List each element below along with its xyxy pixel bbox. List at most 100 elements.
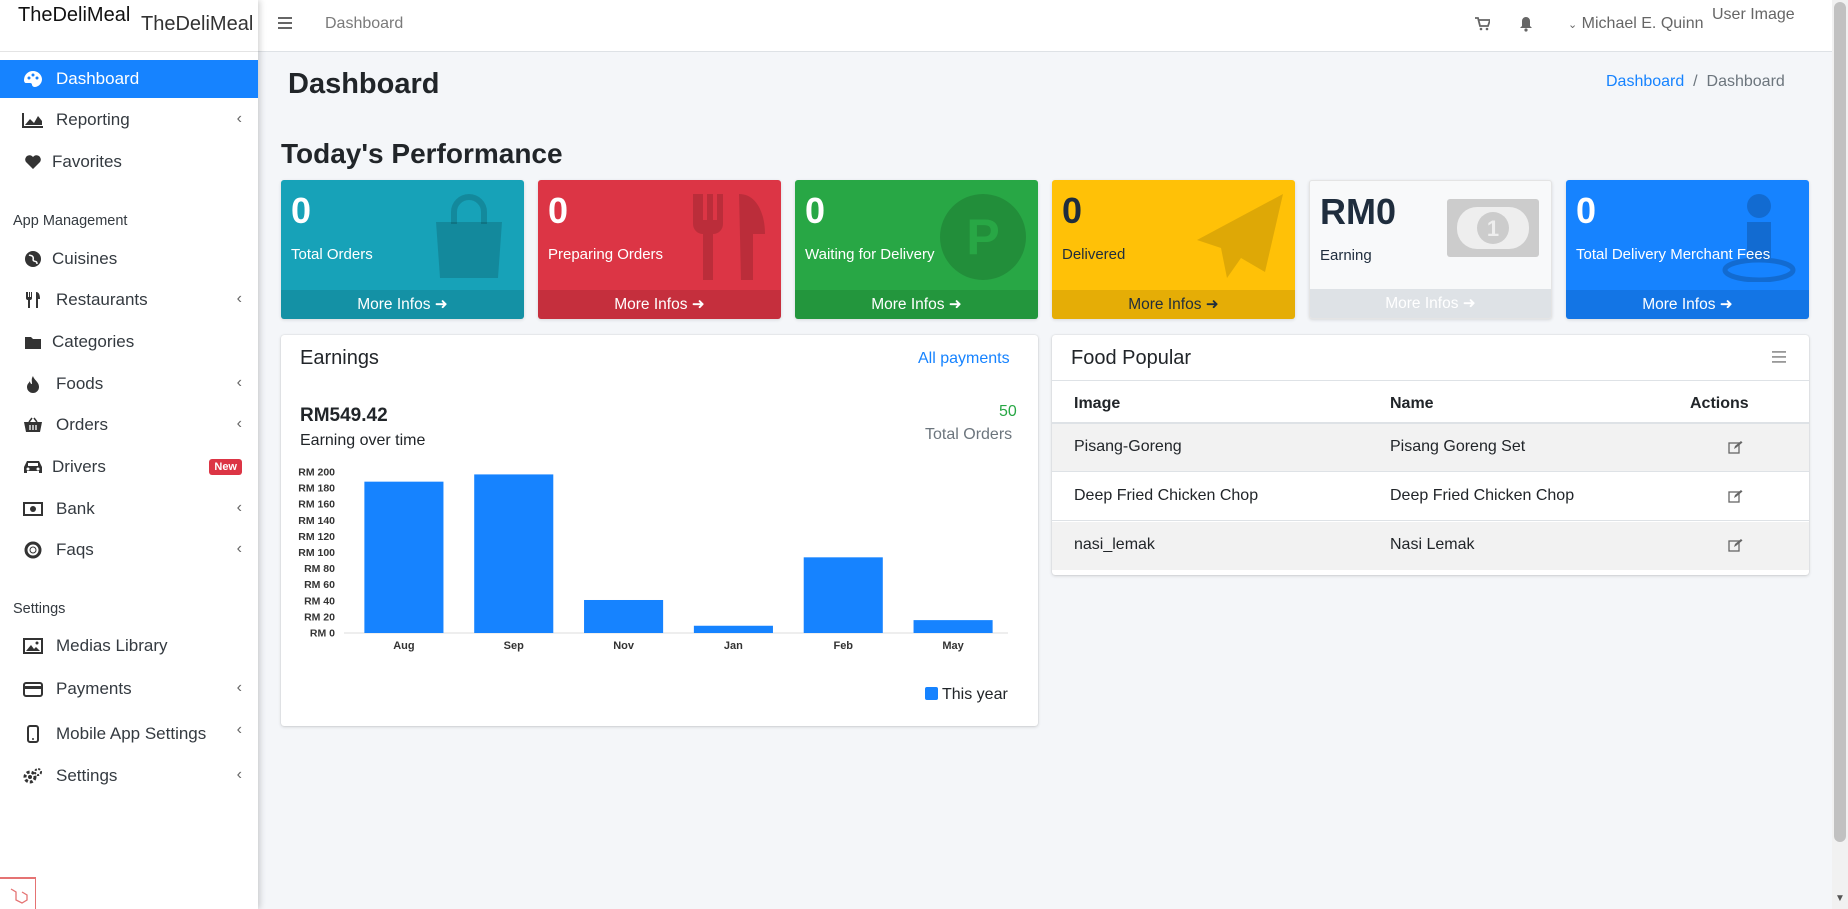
sidebar-item-faqs[interactable]: Faqs ‹ (0, 531, 258, 569)
shopping-bag-icon (424, 192, 514, 287)
user-name: Michael E. Quinn (1581, 15, 1704, 32)
sidebar-item-medias-library[interactable]: Medias Library (0, 627, 258, 665)
edit-icon[interactable] (1728, 538, 1743, 557)
cogs-icon (22, 766, 44, 786)
sidebar: TheDeliMeal TheDeliMeal Dashboard Report… (0, 0, 258, 909)
topbar-dashboard-link[interactable]: Dashboard (325, 15, 404, 32)
x-tick-label: Feb (833, 640, 853, 652)
chart-bar[interactable] (803, 557, 883, 633)
earnings-amount: RM549.42 (300, 405, 388, 426)
x-tick-label: Nov (613, 640, 635, 652)
chart-bar[interactable] (364, 481, 444, 633)
earnings-card: Earnings All payments RM549.42 Earning o… (281, 335, 1038, 726)
scroll-down-arrow[interactable]: ▼ (1835, 893, 1845, 904)
tile-total-orders: 0 Total Orders More Infos ➜ (281, 180, 524, 319)
tile-label: Total Orders (291, 246, 373, 263)
food-popular-title: Food Popular (1071, 347, 1192, 369)
sidebar-item-label: Medias Library (56, 636, 168, 655)
breadcrumb-link[interactable]: Dashboard (1606, 73, 1685, 90)
tile-label: Preparing Orders (548, 246, 664, 263)
y-tick-label: RM 60 (304, 579, 335, 591)
user-avatar[interactable]: User Image (1712, 6, 1795, 23)
column-header-image: Image (1074, 395, 1121, 412)
y-tick-label: RM 0 (310, 628, 335, 640)
tile-delivery-merchant-fees: 0 Total Delivery Merchant Fees More Info… (1566, 180, 1809, 319)
laravel-logo (0, 877, 36, 909)
sidebar-item-label: Cuisines (52, 249, 118, 268)
sidebar-item-restaurants[interactable]: Restaurants ‹ (0, 281, 258, 319)
breadcrumb: Dashboard / Dashboard (1606, 73, 1785, 91)
tile-earning: 1 RM0 Earning More Infos ➜ (1309, 180, 1552, 319)
sidebar-item-label: Settings (56, 766, 118, 785)
sidebar-item-mobile-app-settings[interactable]: Mobile App Settings ‹ (0, 715, 258, 753)
food-image-cell: Pisang-Goreng (1074, 438, 1182, 455)
chart-bar[interactable] (474, 474, 554, 633)
y-tick-label: RM 100 (298, 547, 335, 559)
sidebar-item-favorites[interactable]: Favorites (0, 143, 258, 181)
new-badge: New (209, 459, 242, 475)
user-menu[interactable]: ⌄ Michael E. Quinn (1568, 15, 1704, 33)
edit-icon[interactable] (1728, 440, 1743, 459)
more-infos-link[interactable]: More Infos ➜ (795, 290, 1038, 319)
bell-icon[interactable] (1519, 16, 1533, 37)
chevron-left-icon: ‹ (236, 679, 242, 696)
topbar: Dashboard ⌄ Michael E. Quinn User Image (258, 0, 1832, 52)
more-infos-link[interactable]: More Infos ➜ (1566, 290, 1809, 319)
sidebar-item-reporting[interactable]: Reporting ‹ (0, 101, 258, 139)
tile-waiting-delivery: P 0 Waiting for Delivery More Infos ➜ (795, 180, 1038, 319)
sidebar-item-bank[interactable]: Bank ‹ (0, 490, 258, 528)
more-infos-link[interactable]: More Infos ➜ (281, 290, 524, 319)
sidebar-item-label: Dashboard (56, 69, 140, 88)
tile-preparing-orders: 0 Preparing Orders More Infos ➜ (538, 180, 781, 319)
page-scrollbar[interactable]: ▼ (1832, 0, 1848, 909)
cart-icon[interactable] (1474, 17, 1492, 36)
brand-logo-text: TheDeliMeal (18, 4, 131, 26)
cutlery-icon (687, 192, 771, 287)
chart-bar[interactable] (584, 599, 664, 633)
column-header-name: Name (1390, 395, 1434, 412)
sidebar-item-label: Orders (56, 415, 108, 434)
scrollbar-thumb[interactable] (1834, 2, 1846, 842)
more-infos-link[interactable]: More Infos ➜ (538, 290, 781, 319)
heart-icon (22, 152, 44, 172)
menu-icon[interactable] (278, 16, 292, 34)
sidebar-item-foods[interactable]: Foods ‹ (0, 365, 258, 403)
sidebar-item-label: Favorites (52, 152, 122, 171)
chevron-left-icon: ‹ (236, 766, 242, 783)
brand[interactable]: TheDeliMeal TheDeliMeal (0, 0, 258, 52)
sidebar-item-cuisines[interactable]: Cuisines (0, 240, 258, 278)
sidebar-item-label: Reporting (56, 110, 130, 129)
more-infos-link[interactable]: More Infos ➜ (1310, 289, 1551, 318)
sidebar-item-payments[interactable]: Payments ‹ (0, 670, 258, 708)
edit-icon[interactable] (1728, 489, 1743, 508)
tile-value: 0 (1062, 190, 1083, 231)
sidebar-item-drivers[interactable]: Drivers New (0, 448, 258, 486)
folder-icon (22, 332, 44, 352)
earnings-title: Earnings (300, 347, 379, 369)
sidebar-item-label: Payments (56, 679, 132, 698)
globe-icon (22, 249, 44, 269)
sidebar-item-orders[interactable]: Orders ‹ (0, 406, 258, 444)
y-tick-label: RM 160 (298, 499, 335, 511)
tile-value: 0 (291, 190, 312, 231)
chevron-left-icon: ‹ (236, 721, 242, 738)
table-row: Deep Fried Chicken Chop Deep Fried Chick… (1052, 473, 1809, 521)
chart-bar[interactable] (913, 620, 993, 633)
car-icon (22, 457, 44, 477)
y-tick-label: RM 200 (298, 467, 335, 479)
table-row: nasi_lemak Nasi Lemak (1052, 522, 1809, 570)
credit-card-icon (22, 679, 44, 699)
sidebar-item-dashboard[interactable]: Dashboard (0, 60, 258, 98)
chart-bar[interactable] (693, 625, 773, 633)
x-tick-label: Aug (393, 640, 414, 652)
all-payments-link[interactable]: All payments (918, 350, 1010, 367)
food-name-cell: Nasi Lemak (1390, 536, 1475, 553)
sidebar-item-settings[interactable]: Settings ‹ (0, 757, 258, 795)
list-icon[interactable] (1772, 350, 1786, 368)
y-tick-label: RM 20 (304, 611, 335, 623)
sidebar-item-categories[interactable]: Categories (0, 323, 258, 361)
brand-name: TheDeliMeal (141, 13, 254, 35)
more-infos-link[interactable]: More Infos ➜ (1052, 290, 1295, 319)
life-ring-icon (22, 540, 44, 560)
tile-label: Earning (1320, 247, 1372, 264)
